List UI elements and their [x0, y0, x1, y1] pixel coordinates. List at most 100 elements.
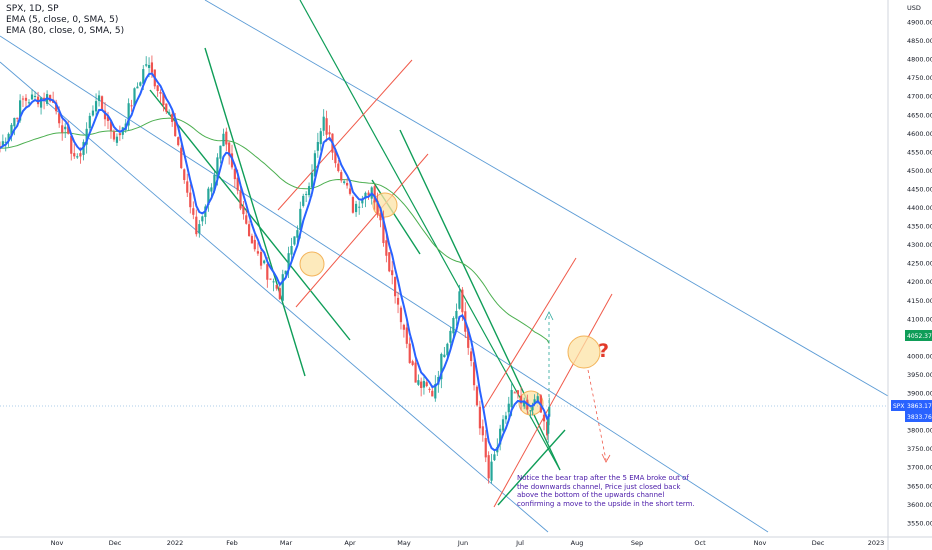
- candle-body: [284, 270, 287, 275]
- candle-body: [523, 400, 526, 407]
- channel-blue-line: [204, 0, 889, 397]
- candle-body: [210, 187, 213, 192]
- candle-body: [225, 131, 228, 145]
- candle-body: [446, 343, 449, 356]
- candle-body: [242, 206, 245, 215]
- candle-body: [290, 246, 293, 255]
- annotation-note: Notice the bear trap after the 5 EMA bro…: [517, 474, 695, 508]
- candle-body: [367, 192, 370, 196]
- candle-body: [168, 112, 171, 115]
- candle-body: [236, 177, 239, 191]
- candle-body: [216, 157, 219, 179]
- candle-body: [272, 281, 275, 283]
- price-tick-label: 4900.00: [907, 19, 932, 27]
- candle-body: [287, 253, 290, 270]
- candle-body: [516, 390, 520, 395]
- candle-body: [490, 461, 493, 481]
- candle-body: [259, 251, 263, 266]
- projection-down-arrowhead: [601, 453, 611, 463]
- candle-body: [325, 118, 328, 135]
- ema80-path: [0, 117, 550, 344]
- candle-body: [536, 396, 539, 402]
- spx-symbol-text: SPX: [893, 403, 905, 410]
- projection-arrows: [544, 311, 611, 463]
- candle-body: [186, 181, 189, 193]
- price-tick-label: 4400.00: [907, 204, 932, 212]
- channel-green-line: [371, 179, 421, 255]
- ema5-line: [0, 72, 551, 452]
- candle-body: [150, 62, 154, 73]
- candle-body: [408, 343, 411, 363]
- candle-body: [452, 317, 455, 334]
- candle-body: [85, 128, 88, 145]
- candle-body: [112, 131, 116, 140]
- candle-body: [533, 399, 536, 404]
- candle-body: [504, 415, 508, 420]
- candle-body: [379, 213, 382, 221]
- time-tick-label: Jun: [457, 539, 468, 547]
- time-tick-label: Feb: [226, 539, 238, 547]
- price-tick-label: 4650.00: [907, 111, 932, 119]
- candle-body: [499, 428, 502, 445]
- candle-body: [425, 382, 428, 387]
- candle-body: [247, 224, 251, 237]
- candle-body: [313, 153, 317, 177]
- price-tick-label: 4800.00: [907, 56, 932, 64]
- candle-body: [455, 310, 458, 319]
- candle-body: [106, 116, 110, 121]
- price-tick-label: 4500.00: [907, 167, 932, 175]
- candle-body: [414, 362, 417, 383]
- candle-body: [115, 136, 119, 143]
- candle-body: [130, 105, 133, 107]
- time-tick-label: May: [397, 539, 411, 547]
- candle-body: [478, 406, 482, 429]
- candle-body: [417, 380, 420, 385]
- candle-body: [411, 361, 414, 365]
- candle-body: [91, 110, 95, 116]
- candle-body: [64, 126, 67, 130]
- candle-body: [76, 156, 79, 158]
- candle-body: [501, 419, 505, 431]
- candle-body: [487, 455, 490, 479]
- price-axis[interactable]: USD 4900.00 4850.00 4800.00 4750.00 4700.00 4…: [907, 4, 932, 527]
- candle-body: [394, 276, 397, 297]
- price-tick-label: 3800.00: [907, 427, 932, 435]
- candle-body: [388, 252, 391, 272]
- ema80-price-tag: [905, 330, 932, 341]
- candle-body: [162, 92, 165, 106]
- spx-price-text: 3863.17: [907, 403, 932, 410]
- candle-body: [376, 200, 379, 215]
- spx-symbol-tag: [891, 400, 905, 411]
- highlight-circle: [372, 192, 398, 218]
- candle-body: [19, 100, 22, 121]
- spx-price-tag: [905, 400, 932, 411]
- candle-body: [228, 142, 231, 156]
- candle-body: [195, 216, 198, 235]
- candle-body: [449, 330, 452, 343]
- candle-body: [21, 98, 25, 100]
- candle-body: [470, 351, 473, 362]
- candle-body: [177, 137, 180, 146]
- candle-body: [142, 69, 145, 84]
- candle-body: [467, 328, 470, 348]
- candle-body: [361, 199, 364, 204]
- candle-body: [493, 454, 496, 461]
- candle-body: [278, 288, 281, 299]
- price-tick-label: 3600.00: [907, 501, 932, 509]
- candle-body: [139, 82, 142, 86]
- candle-body: [385, 240, 388, 256]
- candle-body: [354, 203, 358, 213]
- time-axis[interactable]: Nov Dec 2022 Feb Mar Apr May Jun Jul Aug Sep Oct Nov…: [51, 539, 885, 547]
- candle-body: [136, 86, 139, 89]
- time-tick-label: Sep: [631, 539, 643, 547]
- time-tick-label: Nov: [51, 539, 64, 547]
- candle-body: [233, 168, 236, 180]
- candle-body: [322, 116, 325, 131]
- candle-body: [94, 101, 98, 112]
- candle-body: [118, 133, 121, 136]
- price-tick-label: 3750.00: [907, 445, 932, 453]
- ema5-price-tag: [905, 411, 932, 422]
- candle-body: [548, 406, 551, 417]
